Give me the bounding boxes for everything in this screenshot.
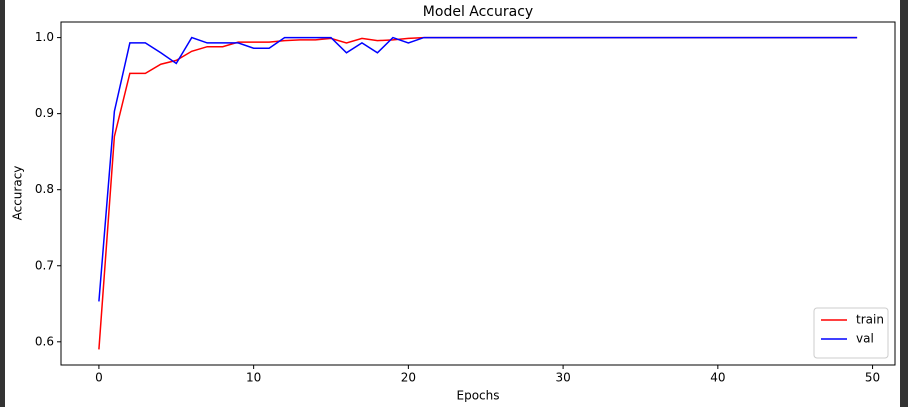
plot-frame xyxy=(60,21,896,366)
x-tick-label: 20 xyxy=(401,371,416,385)
x-tick-label: 50 xyxy=(865,371,880,385)
y-axis-label: Accuracy xyxy=(11,166,25,221)
y-tick-label: 0.9 xyxy=(35,106,54,120)
x-tick-label: 40 xyxy=(710,371,725,385)
x-tick-label: 10 xyxy=(246,371,261,385)
y-tick-label: 0.8 xyxy=(35,182,54,196)
chart-title: Model Accuracy xyxy=(423,4,533,20)
figure-background xyxy=(5,0,900,407)
y-tick-label: 1.0 xyxy=(35,30,54,44)
x-axis-label: Epochs xyxy=(457,389,500,403)
series-line xyxy=(98,36,858,302)
y-tick-label: 0.6 xyxy=(35,334,54,348)
x-tick-label: 30 xyxy=(555,371,570,385)
legend-label: val xyxy=(856,332,874,346)
x-tick-label: 0 xyxy=(95,371,103,385)
y-tick-label: 0.7 xyxy=(35,258,54,272)
legend-label: train xyxy=(856,313,884,327)
